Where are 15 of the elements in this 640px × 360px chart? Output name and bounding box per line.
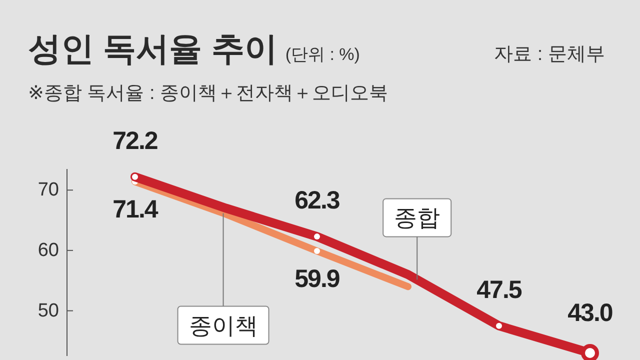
text: 종이책 bbox=[188, 312, 258, 338]
series-label: 종합 bbox=[394, 204, 440, 231]
text: 자료 : 문체부 bbox=[494, 44, 605, 65]
data-label: 59.9 bbox=[294, 265, 340, 294]
y-tick-label: 60 bbox=[38, 240, 59, 261]
data-label: 47.5 bbox=[476, 276, 522, 304]
data-label: 62.3 bbox=[294, 186, 340, 215]
y-tick-label: 50 bbox=[38, 300, 59, 322]
chart-subtitle: ※종합 독서율 : 종이책＋전자책＋오디오북 bbox=[28, 83, 388, 104]
data-label: 72.2 bbox=[112, 126, 158, 155]
data-label: 71.4 bbox=[112, 196, 158, 224]
text: (단위 : %) bbox=[285, 45, 360, 64]
chart-title: 성인 독서율 추이 bbox=[28, 30, 278, 67]
data-label: 43.0 bbox=[568, 298, 612, 327]
y-tick-label: 70 bbox=[38, 180, 59, 201]
